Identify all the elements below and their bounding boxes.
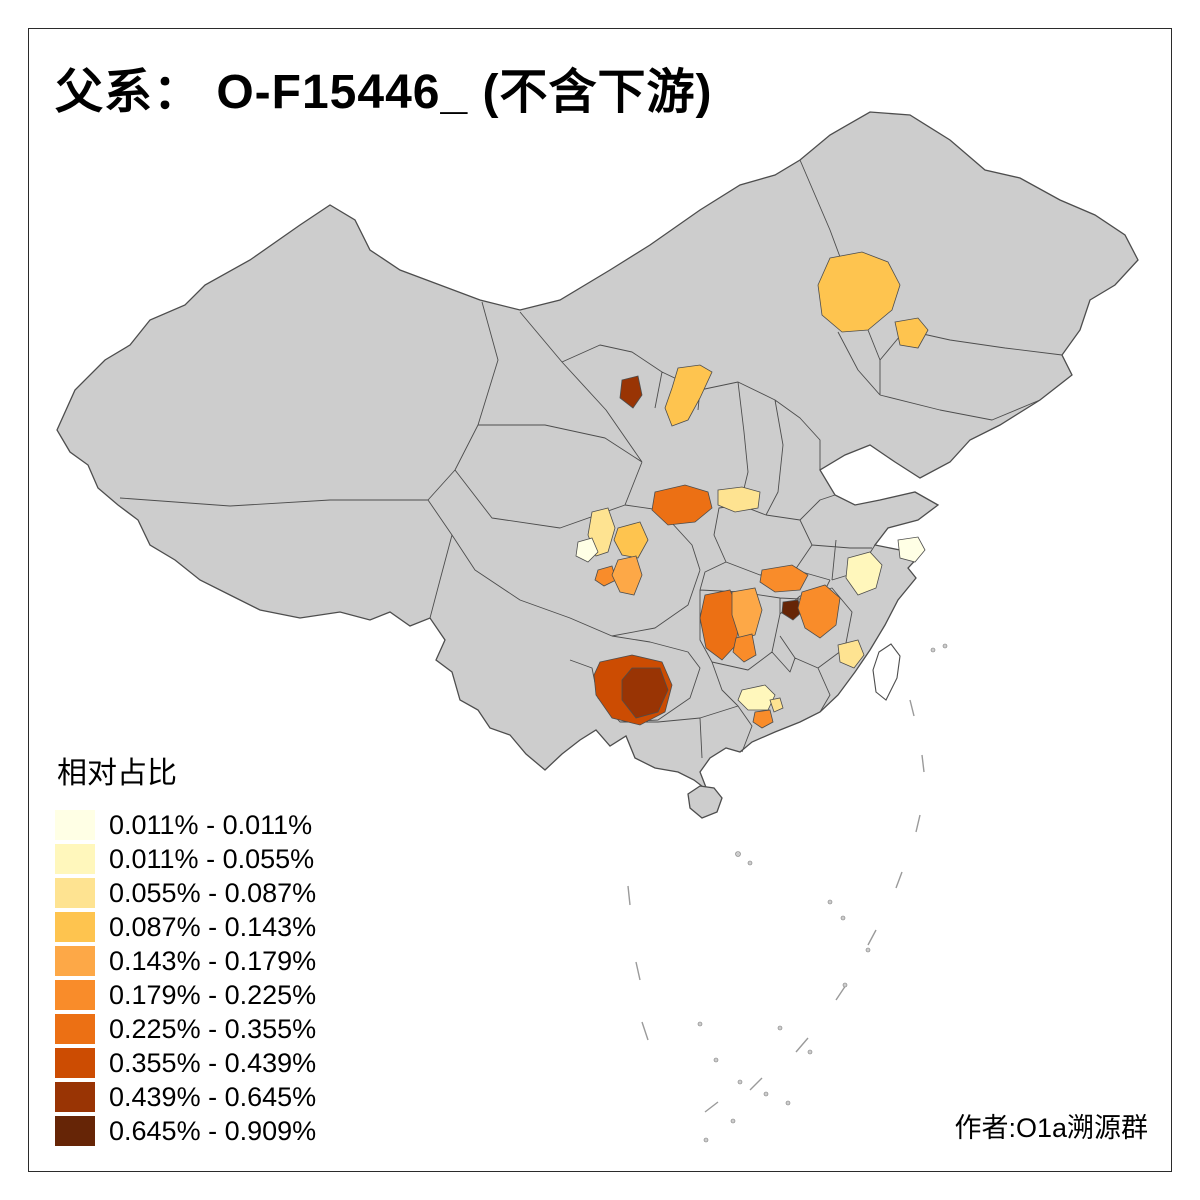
legend-label: 0.225% - 0.355%	[109, 1013, 317, 1044]
legend-row: 0.225% - 0.355%	[55, 1012, 316, 1046]
map-region	[769, 697, 784, 713]
map-region	[611, 555, 643, 596]
map-region	[619, 375, 643, 409]
legend-label: 0.055% - 0.087%	[109, 877, 317, 908]
legend-title: 相对占比	[57, 757, 177, 790]
map-region	[817, 251, 901, 333]
figure-title: 父系： O-F15446_ (不含下游)	[55, 66, 713, 119]
legend-label: 0.143% - 0.179%	[109, 945, 317, 976]
legend-swatch	[55, 810, 95, 840]
map-region	[759, 564, 809, 593]
legend-row: 0.179% - 0.225%	[55, 978, 316, 1012]
legend-swatch	[55, 946, 95, 976]
legend-row: 0.355% - 0.439%	[55, 1046, 316, 1080]
map-region	[651, 484, 713, 526]
legend-rows: 0.011% - 0.011% 0.011% - 0.055% 0.055% - 0…	[55, 808, 316, 1148]
map-region	[717, 486, 761, 513]
legend-row: 0.143% - 0.179%	[55, 944, 316, 978]
map-region	[797, 584, 841, 639]
legend-row: 0.055% - 0.087%	[55, 876, 316, 910]
map-region	[731, 587, 763, 641]
map-region	[613, 521, 649, 559]
map-region	[837, 639, 865, 669]
legend-row: 0.087% - 0.143%	[55, 910, 316, 944]
legend: 相对占比 0.011% - 0.011% 0.011% - 0.055% 0.055…	[55, 748, 316, 1148]
legend-swatch	[55, 912, 95, 942]
legend-swatch	[55, 1116, 95, 1146]
choropleth-regions	[575, 251, 929, 729]
legend-label: 0.355% - 0.439%	[109, 1047, 317, 1078]
legend-swatch	[55, 1014, 95, 1044]
legend-swatch	[55, 878, 95, 908]
legend-row: 0.011% - 0.055%	[55, 842, 316, 876]
legend-swatch	[55, 1048, 95, 1078]
map-region	[845, 551, 883, 596]
map-region	[894, 317, 929, 349]
legend-label: 0.011% - 0.011%	[109, 809, 313, 840]
map-region	[621, 667, 669, 719]
legend-label: 0.179% - 0.225%	[109, 979, 317, 1010]
legend-row: 0.439% - 0.645%	[55, 1080, 316, 1114]
map-region	[897, 536, 926, 563]
hainan-island	[687, 785, 723, 819]
legend-row: 0.011% - 0.011%	[55, 808, 316, 842]
south-china-sea-islets	[697, 643, 948, 1143]
map-region	[594, 565, 617, 587]
map-region	[752, 709, 774, 729]
map-region	[575, 537, 599, 563]
legend-label: 0.011% - 0.055%	[109, 843, 315, 874]
author-credit: 作者:O1a溯源群	[954, 1113, 1148, 1143]
map-region	[732, 633, 757, 663]
legend-swatch	[55, 844, 95, 874]
taiwan-island	[872, 643, 901, 701]
legend-label: 0.645% - 0.909%	[109, 1115, 317, 1146]
map-region	[781, 599, 803, 621]
legend-row: 0.645% - 0.909%	[55, 1114, 316, 1148]
map-region	[664, 364, 713, 427]
legend-label: 0.087% - 0.143%	[109, 911, 317, 942]
legend-swatch	[55, 1082, 95, 1112]
nine-dash-line	[627, 699, 925, 1113]
legend-swatch	[55, 980, 95, 1010]
legend-label: 0.439% - 0.645%	[109, 1081, 317, 1112]
